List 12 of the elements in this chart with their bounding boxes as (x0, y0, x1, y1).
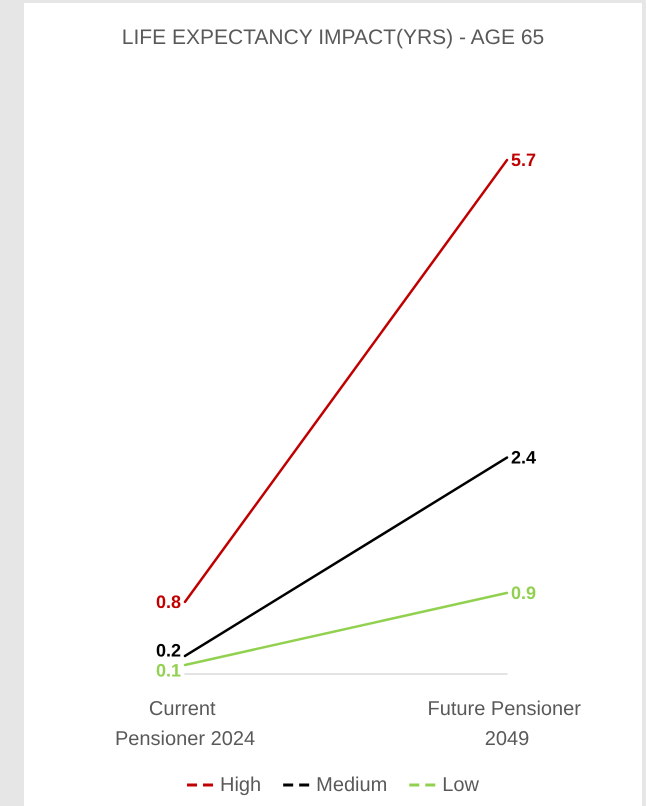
data-label: 0.9 (511, 582, 536, 603)
legend-label: Medium (316, 774, 388, 796)
legend-label: High (220, 774, 262, 796)
data-label: 2.4 (511, 448, 536, 468)
legend-label: Low (442, 774, 480, 796)
x-tick-label: Current Pensioner 2024 (114, 698, 256, 750)
data-label: 0.1 (156, 660, 181, 680)
data-label: 5.7 (511, 150, 536, 170)
data-label: 0.8 (156, 592, 181, 612)
data-label: 0.2 (156, 640, 181, 660)
chart-title: LIFE EXPECTANCY IMPACT(YRS) - AGE 65 (122, 26, 544, 49)
x-tick-label: Future Pensioner 2049 (428, 698, 586, 750)
